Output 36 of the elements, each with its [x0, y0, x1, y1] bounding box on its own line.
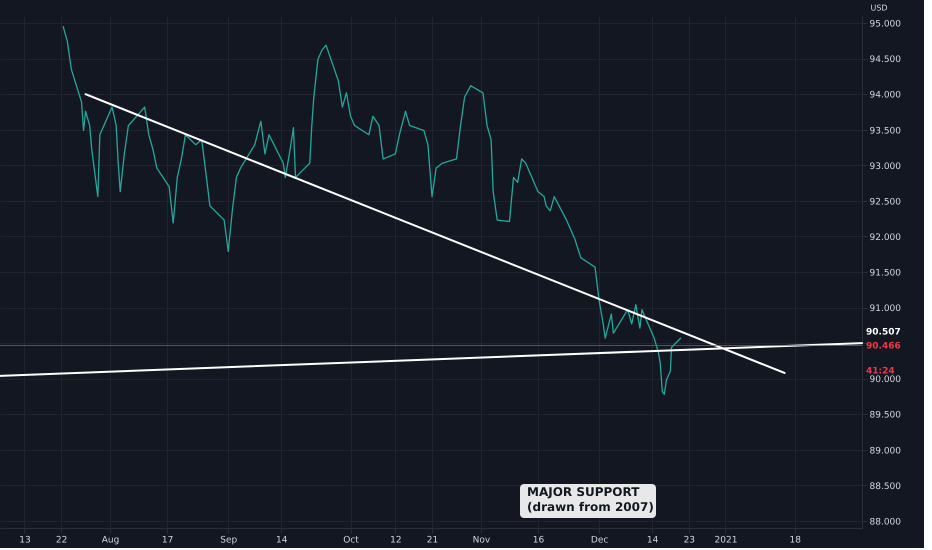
- y-tick-label: 91.000: [870, 304, 902, 314]
- y-tick-label: 94.000: [870, 90, 902, 101]
- x-tick-label: 17: [162, 536, 174, 546]
- x-tick-label: 13: [19, 536, 31, 546]
- x-tick-label: 2021: [714, 536, 738, 546]
- x-tick-label: Sep: [220, 536, 238, 546]
- y-tick-label: 91.500: [870, 268, 902, 278]
- x-tick-label: Dec: [590, 536, 608, 546]
- y-tick-label: 90.000: [870, 375, 902, 386]
- annotation: 90.507: [866, 328, 901, 338]
- x-tick-label: 16: [532, 536, 544, 546]
- x-tick-label: Aug: [102, 536, 120, 546]
- annotation: MAJOR SUPPORT (drawn from 2007): [527, 485, 654, 514]
- x-tick-label: Nov: [472, 536, 491, 546]
- x-tick-label: 18: [790, 536, 802, 546]
- x-tick-label: Oct: [343, 536, 360, 546]
- y-tick-label: 94.500: [870, 55, 902, 66]
- y-tick-label: 89.500: [870, 410, 902, 421]
- x-tick-label: 22: [56, 536, 68, 546]
- x-tick-label: 23: [684, 536, 696, 546]
- y-axis-title: USD: [870, 4, 888, 12]
- y-tick-label: 88.000: [870, 517, 902, 528]
- y-tick-label: 88.500: [870, 482, 902, 492]
- y-tick-label: 93.000: [870, 162, 902, 172]
- ref-line-label: 90.466: [866, 342, 901, 352]
- y-tick-label: 95.000: [870, 20, 902, 30]
- x-tick-label: 14: [276, 536, 288, 546]
- text: 41:24: [866, 366, 895, 377]
- x-tick-label: 12: [390, 536, 402, 546]
- y-tick-label: 93.500: [870, 126, 902, 136]
- y-tick-label: 92.000: [870, 232, 902, 243]
- x-tick-label: 14: [646, 536, 659, 546]
- x-tick-label: 21: [426, 536, 438, 546]
- y-tick-label: 92.500: [870, 197, 902, 208]
- line-series: [62, 26, 682, 395]
- y-tick-label: 89.000: [870, 446, 902, 456]
